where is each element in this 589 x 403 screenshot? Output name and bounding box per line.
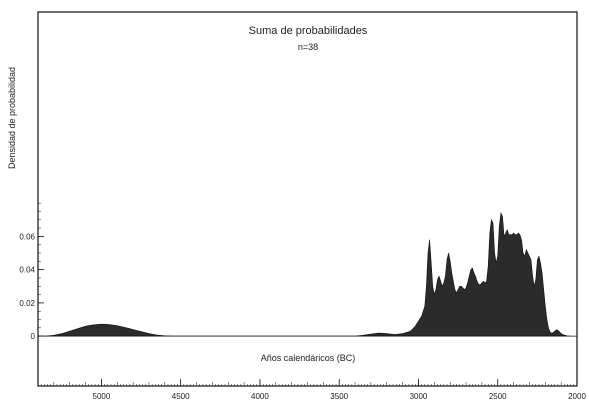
x-tick-label: 4000 xyxy=(251,392,269,401)
x-minor-ticks xyxy=(37,382,578,386)
x-axis-label: Años calendáricos (BC) xyxy=(261,353,356,363)
x-tick-label: 2500 xyxy=(489,392,507,401)
y-minor-ticks xyxy=(38,202,41,337)
x-tick-label: 2000 xyxy=(568,392,586,401)
y-tick-label: 0.06 xyxy=(19,232,35,241)
y-axis-label: Densidad de probabilidad xyxy=(7,67,17,169)
x-axis-ticks: 5000 4500 4000 3500 3000 2500 2000 xyxy=(93,379,586,401)
x-tick-label: 3500 xyxy=(330,392,348,401)
x-tick-label: 3000 xyxy=(410,392,428,401)
y-tick-label: 0.04 xyxy=(19,266,35,275)
y-tick-label: 0 xyxy=(31,332,36,341)
x-tick-label: 4500 xyxy=(172,392,190,401)
x-tick-label: 5000 xyxy=(93,392,111,401)
y-axis-ticks: 0 0.02 0.04 0.06 xyxy=(19,232,44,341)
chart-subtitle: n=38 xyxy=(298,42,318,52)
summed-probability-area xyxy=(38,212,571,337)
y-tick-label: 0.02 xyxy=(19,299,35,308)
chart-title: Suma de probabilidades xyxy=(249,25,368,37)
